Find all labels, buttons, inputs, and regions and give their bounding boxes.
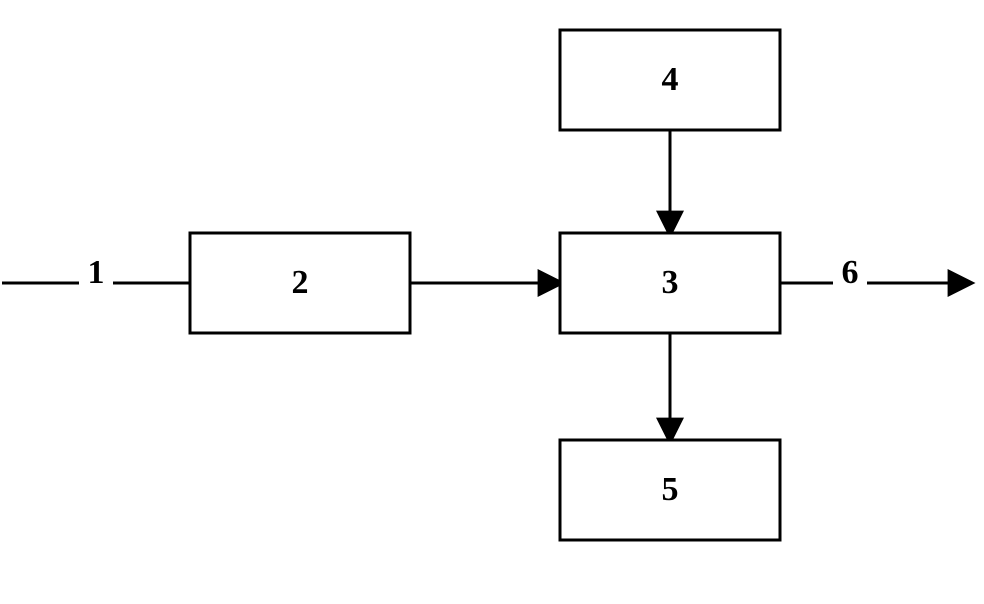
- node-label-n2: 2: [292, 264, 309, 301]
- node-label-n4: 4: [662, 61, 679, 98]
- node-label-n5: 5: [662, 471, 679, 508]
- edge-label-e6: 6: [842, 254, 859, 291]
- flowchart-canvas: 1 6 2 3 4 5: [0, 0, 984, 604]
- edge-label-e1: 1: [88, 254, 105, 291]
- node-label-n3: 3: [662, 264, 679, 301]
